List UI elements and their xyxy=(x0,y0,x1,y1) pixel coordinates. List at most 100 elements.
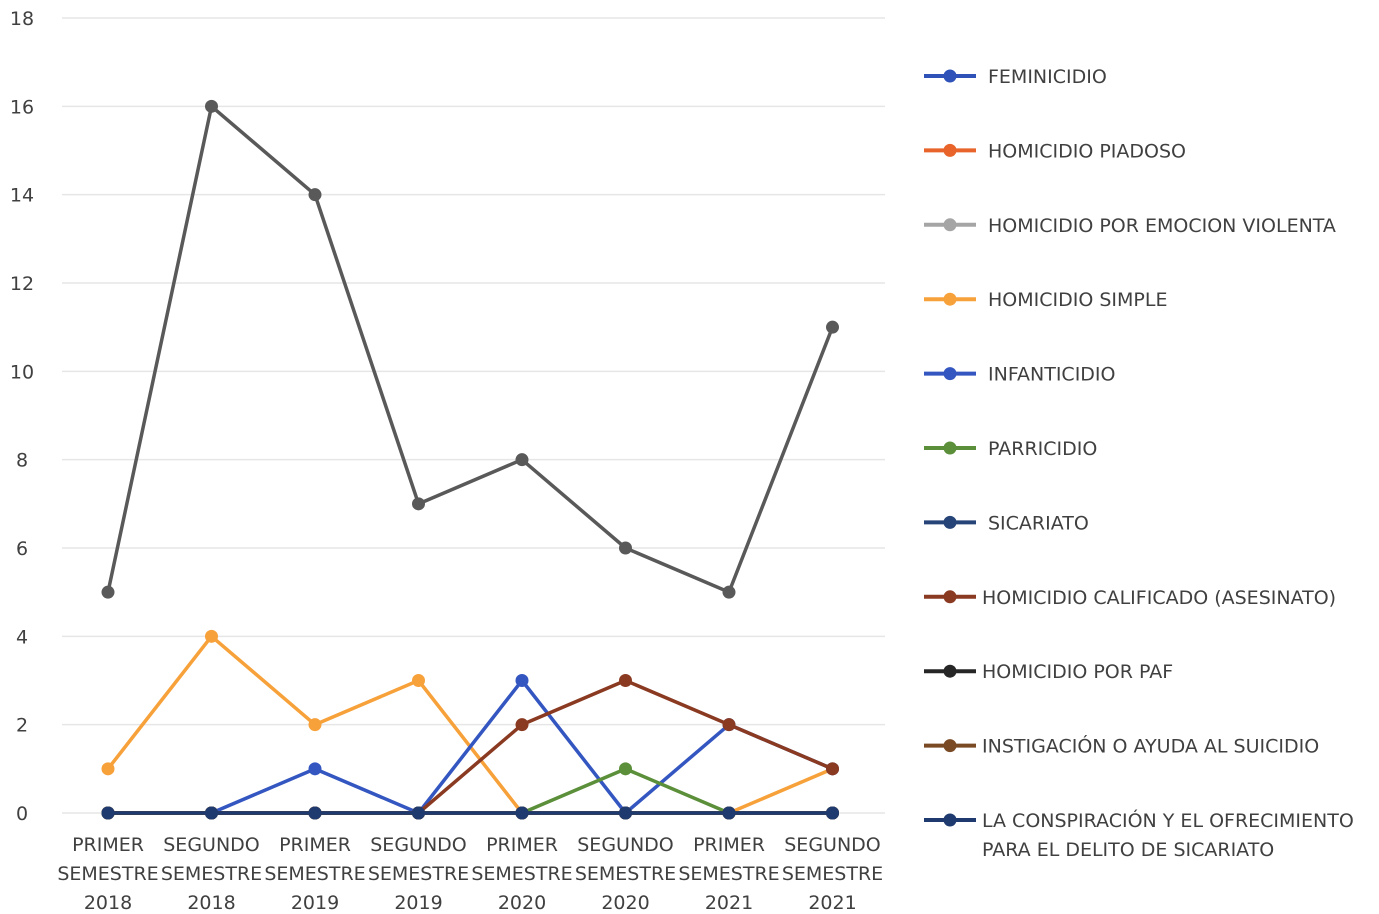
legend-swatch-marker xyxy=(943,515,957,529)
legend-label-line: PARA EL DELITO DE SICARIATO xyxy=(982,839,1274,861)
data-point xyxy=(205,629,218,643)
y-tick-label: 10 xyxy=(10,361,34,383)
legend-swatch-marker xyxy=(943,739,957,753)
data-point xyxy=(515,806,529,820)
x-tick-label-line: SEMESTRE xyxy=(57,863,158,885)
x-tick-label-line: SEMESTRE xyxy=(368,863,469,885)
x-tick-label-line: PRIMER xyxy=(279,834,351,856)
y-axis: 0 2 4 6 8 10 12 14 16 18 xyxy=(10,8,34,825)
y-tick-label: 14 xyxy=(10,185,34,207)
legend: FEMINICIDIO HOMICIDIO PIADOSO HOMICIDIO PO… xyxy=(924,66,1354,861)
data-point xyxy=(308,762,322,776)
legend-swatch-marker xyxy=(943,664,957,678)
x-tick-label: SEGUNDO SEMESTRE 2018 xyxy=(161,834,262,914)
data-point xyxy=(101,806,115,820)
legend-label-line: HOMICIDIO CALIFICADO (ASESINATO) xyxy=(982,587,1336,609)
legend-label-line: HOMICIDIO SIMPLE xyxy=(988,289,1167,311)
legend-swatch-marker xyxy=(943,69,957,83)
data-point xyxy=(101,762,115,776)
y-tick-label: 18 xyxy=(10,8,34,30)
legend-label: HOMICIDIO CALIFICADO (ASESINATO) xyxy=(982,587,1336,609)
x-tick-label-line: PRIMER xyxy=(693,834,765,856)
data-point xyxy=(826,320,839,334)
legend-swatch-marker xyxy=(943,292,957,306)
x-tick-label-line: SEMESTRE xyxy=(782,863,883,885)
x-tick-label-line: SEMESTRE xyxy=(678,863,779,885)
x-tick-label: SEGUNDO SEMESTRE 2020 xyxy=(575,834,676,914)
legend-label: INFANTICIDIO xyxy=(988,364,1115,386)
legend-label: HOMICIDIO POR EMOCION VIOLENTA xyxy=(988,215,1336,237)
x-tick-label: PRIMER SEMESTRE 2018 xyxy=(57,834,158,914)
x-tick-label: SEGUNDO SEMESTRE 2021 xyxy=(782,834,883,914)
x-tick-label-line: SEGUNDO xyxy=(370,834,467,856)
x-tick-label-line: PRIMER xyxy=(486,834,558,856)
legend-label-line: INSTIGACIÓN O AYUDA AL SUICIDIO xyxy=(982,734,1319,758)
x-tick-label: PRIMER SEMESTRE 2020 xyxy=(471,834,572,914)
x-tick-label-line: SEMESTRE xyxy=(264,863,365,885)
x-tick-label: PRIMER SEMESTRE 2019 xyxy=(264,834,365,914)
data-point xyxy=(826,806,839,820)
x-tick-label-line: 2019 xyxy=(394,892,442,914)
x-tick-label-line: SEGUNDO xyxy=(163,834,260,856)
y-tick-label: 4 xyxy=(16,626,28,648)
legend-label-line: HOMICIDIO PIADOSO xyxy=(988,140,1186,162)
plot-series xyxy=(101,99,839,820)
x-tick-label-line: 2021 xyxy=(705,892,753,914)
legend-label-line: LA CONSPIRACIÓN Y EL OFRECIMIENTO xyxy=(982,808,1354,832)
gridlines xyxy=(62,17,885,814)
data-point xyxy=(722,585,736,599)
series-line xyxy=(106,678,835,815)
y-tick-label: 8 xyxy=(16,450,28,472)
y-tick-label: 6 xyxy=(16,538,28,560)
data-point xyxy=(619,541,632,555)
legend-swatch-marker xyxy=(943,441,957,455)
x-tick-label-line: 2020 xyxy=(498,892,546,914)
legend-label-line: PARRICIDIO xyxy=(988,438,1097,460)
legend-label: SICARIATO xyxy=(988,512,1089,534)
data-point xyxy=(515,718,529,732)
x-tick-label-line: 2019 xyxy=(291,892,339,914)
legend-swatch-marker xyxy=(943,143,957,157)
data-point xyxy=(412,497,425,511)
y-tick-label: 12 xyxy=(10,273,34,295)
data-point xyxy=(619,674,632,687)
series-line xyxy=(106,104,835,594)
legend-swatch-marker xyxy=(943,367,957,381)
data-point xyxy=(619,806,632,820)
legend-label: HOMICIDIO SIMPLE xyxy=(988,289,1167,311)
data-point xyxy=(515,674,529,687)
data-point xyxy=(722,806,736,820)
y-tick-label: 0 xyxy=(16,803,28,825)
legend-label: PARRICIDIO xyxy=(988,438,1097,460)
x-tick-label: SEGUNDO SEMESTRE 2019 xyxy=(368,834,469,914)
legend-label: HOMICIDIO PIADOSO xyxy=(988,140,1186,162)
legend-label-line: FEMINICIDIO xyxy=(988,66,1107,88)
legend-label: HOMICIDIO POR PAF xyxy=(982,661,1173,683)
data-point xyxy=(826,762,839,776)
x-tick-label-line: 2020 xyxy=(601,892,649,914)
x-tick-label-line: 2018 xyxy=(187,892,235,914)
y-tick-label: 16 xyxy=(10,96,34,118)
data-point xyxy=(308,718,322,732)
data-point xyxy=(101,585,115,599)
data-point xyxy=(515,453,529,467)
x-tick-label-line: PRIMER xyxy=(72,834,144,856)
x-tick-label-line: SEGUNDO xyxy=(784,834,881,856)
legend-label: FEMINICIDIO xyxy=(988,66,1107,88)
x-tick-label-line: SEMESTRE xyxy=(161,863,262,885)
x-tick-label-line: SEMESTRE xyxy=(471,863,572,885)
legend-label: LA CONSPIRACIÓN Y EL OFRECIMIENTO PARA EL… xyxy=(982,808,1354,861)
data-point xyxy=(308,806,322,820)
x-tick-label-line: SEMESTRE xyxy=(575,863,676,885)
data-point xyxy=(412,806,425,820)
data-point xyxy=(722,718,736,732)
legend-label-line: HOMICIDIO POR PAF xyxy=(982,661,1173,683)
y-tick-label: 2 xyxy=(16,715,28,737)
legend-label-line: INFANTICIDIO xyxy=(988,364,1115,386)
data-point xyxy=(412,674,425,687)
data-point xyxy=(619,762,632,776)
legend-swatch-marker xyxy=(943,590,957,604)
legend-label-line: SICARIATO xyxy=(988,512,1089,534)
